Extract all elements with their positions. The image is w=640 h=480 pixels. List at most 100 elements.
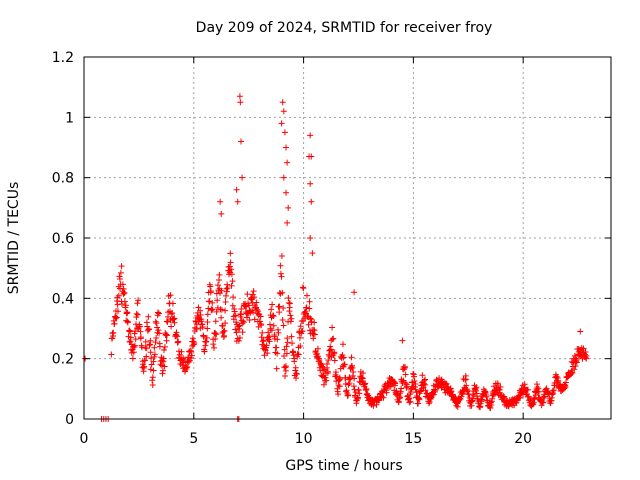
- data-point: [255, 308, 262, 315]
- data-point: [327, 346, 334, 353]
- data-point: [258, 322, 265, 329]
- data-point: [295, 351, 302, 358]
- data-point: [188, 352, 195, 359]
- data-point: [237, 99, 244, 106]
- data-point: [274, 350, 281, 357]
- data-point: [228, 271, 235, 278]
- data-point: [151, 344, 158, 351]
- data-point: [120, 291, 127, 298]
- data-point: [343, 387, 350, 394]
- data-point: [124, 309, 131, 316]
- data-point: [152, 318, 159, 325]
- data-point: [203, 338, 210, 345]
- data-point: [395, 399, 402, 406]
- data-point: [232, 326, 239, 333]
- data-point: [293, 371, 300, 378]
- data-point: [257, 313, 264, 320]
- data-point: [222, 307, 229, 314]
- data-point: [212, 318, 219, 325]
- x-tick-label: 5: [189, 431, 198, 447]
- data-point: [221, 327, 228, 334]
- data-point: [163, 331, 170, 338]
- data-point: [266, 333, 273, 340]
- data-point: [283, 350, 290, 357]
- data-point: [124, 319, 131, 326]
- data-point: [346, 380, 353, 387]
- data-point: [146, 326, 153, 333]
- data-point: [240, 319, 247, 326]
- data-point: [154, 324, 161, 331]
- data-point: [115, 292, 122, 299]
- data-point: [236, 334, 243, 341]
- data-point: [161, 363, 168, 370]
- data-point: [583, 352, 590, 359]
- data-point: [210, 341, 217, 348]
- data-point: [134, 300, 141, 307]
- data-point: [163, 337, 170, 344]
- data-point: [324, 360, 331, 367]
- data-point: [540, 394, 547, 401]
- data-point: [314, 345, 321, 352]
- data-point: [331, 357, 338, 364]
- data-point: [562, 379, 569, 386]
- data-point: [116, 275, 123, 282]
- data-point: [500, 393, 507, 400]
- data-point: [156, 330, 163, 337]
- data-point: [332, 369, 339, 376]
- data-point: [309, 250, 316, 257]
- x-tick-label: 0: [80, 431, 89, 447]
- data-point: [222, 292, 229, 299]
- data-point: [462, 376, 469, 383]
- data-point: [342, 374, 349, 381]
- data-point: [421, 377, 428, 384]
- data-point: [407, 389, 414, 396]
- data-point: [230, 294, 237, 301]
- data-point: [147, 366, 154, 373]
- data-point: [143, 345, 150, 352]
- data-point: [259, 329, 266, 336]
- data-point: [266, 338, 273, 345]
- data-point: [169, 309, 176, 316]
- data-point: [290, 352, 297, 359]
- data-point: [335, 382, 342, 389]
- data-point: [535, 385, 542, 392]
- data-point: [359, 375, 366, 382]
- data-point: [201, 348, 208, 355]
- data-point: [232, 312, 239, 319]
- data-point: [350, 368, 357, 375]
- data-point: [582, 348, 589, 355]
- data-point: [247, 295, 254, 302]
- y-tick-label: 0.6: [52, 231, 74, 247]
- data-point: [333, 373, 340, 380]
- data-point: [188, 355, 195, 362]
- data-point: [109, 330, 116, 337]
- data-point: [211, 344, 218, 351]
- data-point: [264, 350, 271, 357]
- data-point: [307, 235, 314, 241]
- data-point: [329, 324, 336, 331]
- data-point: [221, 332, 228, 339]
- data-point: [270, 322, 277, 329]
- data-point: [419, 372, 426, 379]
- data-point: [213, 331, 220, 338]
- data-point: [117, 269, 124, 276]
- data-point: [399, 337, 406, 344]
- data-point: [161, 343, 168, 350]
- data-point: [249, 291, 256, 298]
- data-point: [270, 312, 277, 319]
- data-point: [355, 387, 362, 394]
- data-point: [308, 198, 315, 205]
- data-point: [167, 292, 174, 299]
- data-point: [233, 186, 240, 193]
- data-point: [220, 328, 227, 335]
- data-point: [307, 315, 314, 322]
- data-point: [340, 354, 347, 361]
- data-point: [233, 329, 240, 336]
- data-point: [218, 314, 225, 321]
- data-point: [170, 316, 177, 323]
- data-point: [173, 329, 180, 336]
- data-point: [280, 108, 287, 115]
- data-point: [284, 339, 291, 346]
